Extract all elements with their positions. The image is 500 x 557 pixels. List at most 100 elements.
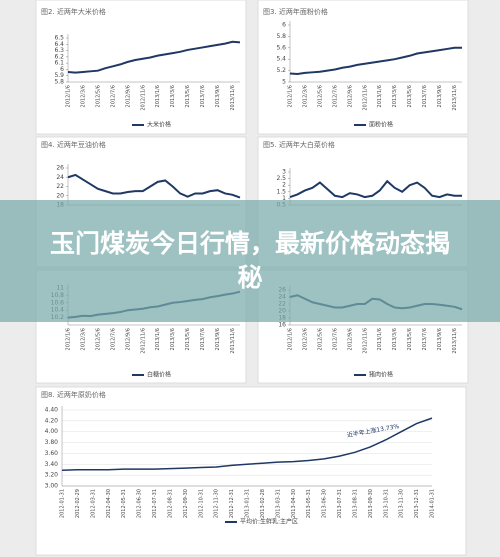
legend-label: 大米价格 (147, 121, 171, 129)
x-tick-label: 2012/9/6 (347, 328, 353, 350)
x-tick-label: 2013/3/6 (392, 85, 398, 107)
y-tick-label: 6.5 (54, 35, 64, 42)
x-tick-label: 2013-02-28 (260, 489, 266, 518)
x-tick-label: 2012-07-31 (152, 489, 158, 518)
x-tick-label: 2012/11/6 (362, 328, 368, 354)
y-tick-label: 6 (60, 66, 64, 73)
y-tick-label: 2.5 (276, 175, 286, 182)
chart-title: 图3. 近两年面粉价格 (263, 7, 328, 16)
x-tick-label: 2012-05-31 (121, 489, 127, 518)
legend-label: 平均价:生鲜乳:主产区 (240, 518, 298, 526)
x-tick-label: 2012/11/6 (140, 328, 146, 354)
chart-title: 图8. 近两年原奶价格 (41, 390, 106, 399)
x-tick-label: 2012/9/6 (125, 85, 131, 107)
x-tick-label: 2014-01-31 (430, 489, 436, 518)
x-tick-label: 2013/1/6 (155, 85, 161, 107)
x-tick-label: 2013-08-31 (352, 489, 358, 518)
x-tick-label: 2012/1/6 (288, 85, 294, 107)
y-tick-label: 5.8 (54, 79, 64, 86)
x-tick-label: 2013/7/6 (422, 85, 428, 107)
x-tick-label: 2013/1/6 (377, 328, 383, 350)
y-tick-label: 24 (56, 174, 64, 181)
y-tick-label: 3.00 (45, 483, 59, 490)
y-tick-label: 2 (282, 182, 286, 189)
x-tick-label: 2012-12-31 (229, 489, 235, 518)
x-tick-label: 2013/11/6 (452, 85, 458, 111)
legend-label: 猪肉价格 (369, 371, 393, 379)
x-tick-label: 2013-04-30 (291, 489, 297, 518)
x-tick-label: 2012-01-31 (60, 489, 66, 518)
x-tick-label: 2013-09-30 (368, 489, 374, 518)
x-tick-label: 2013-05-31 (306, 489, 312, 518)
x-tick-label: 2013/1/6 (377, 85, 383, 107)
headline: 玉门煤炭今日行情，最新价格动态揭秘 (49, 229, 450, 292)
y-tick-label: 4.20 (45, 417, 59, 424)
line-series (67, 40, 241, 74)
panel (35, 386, 467, 556)
x-tick-label: 2012-06-30 (137, 489, 143, 518)
x-tick-label: 2012/9/6 (347, 85, 353, 107)
x-tick-label: 2013-06-30 (322, 489, 328, 518)
x-tick-label: 2012/11/6 (362, 85, 368, 111)
y-tick-label: 6.1 (54, 60, 64, 67)
y-tick-label: 6.3 (54, 47, 64, 54)
x-tick-label: 2013/5/6 (185, 328, 191, 350)
x-tick-label: 2012-10-31 (198, 489, 204, 518)
x-tick-label: 2012/5/6 (95, 85, 101, 107)
x-tick-label: 2012/3/6 (80, 328, 86, 350)
x-tick-label: 2013/9/6 (437, 328, 443, 350)
x-tick-label: 2013/11/6 (230, 328, 236, 354)
x-tick-label: 2012-09-30 (183, 489, 189, 518)
x-tick-label: 2013-10-31 (383, 489, 389, 518)
y-tick-label: 6.2 (54, 53, 64, 60)
x-tick-label: 2012/1/6 (66, 85, 72, 107)
y-tick-label: 26 (56, 165, 64, 172)
x-tick-label: 2012/7/6 (110, 85, 116, 107)
y-tick-label: 1 (282, 195, 286, 202)
x-tick-label: 2013/5/6 (407, 328, 413, 350)
x-tick-label: 2013-12-31 (414, 489, 420, 518)
x-tick-label: 2013/11/6 (452, 328, 458, 354)
panel (35, 0, 247, 135)
y-tick-label: 3 (282, 169, 286, 176)
headline-banner: 玉门煤炭今日行情，最新价格动态揭秘 (0, 200, 500, 322)
x-tick-label: 2012/1/6 (66, 328, 72, 350)
chart-title: 图4. 近两年豆油价格 (41, 140, 106, 149)
y-tick-label: 16 (278, 322, 286, 329)
panel (257, 0, 469, 135)
line-series (61, 417, 433, 472)
x-tick-label: 2012-04-30 (106, 489, 112, 518)
chart-title: 图5. 近两年大白菜价格 (263, 140, 335, 149)
y-tick-label: 4.00 (45, 428, 59, 435)
x-tick-label: 2013/9/6 (437, 85, 443, 107)
x-tick-label: 2012/7/6 (332, 85, 338, 107)
x-tick-label: 2012/1/6 (288, 328, 294, 350)
y-tick-label: 4.40 (45, 407, 59, 414)
x-tick-label: 2013/11/6 (230, 85, 236, 111)
x-tick-label: 2012/3/6 (302, 328, 308, 350)
x-tick-label: 2012/3/6 (80, 85, 86, 107)
chart-title: 图2. 近两年大米价格 (41, 7, 106, 16)
x-tick-label: 2012/3/6 (302, 85, 308, 107)
x-tick-label: 2013/3/6 (392, 328, 398, 350)
x-tick-label: 2012-02-29 (75, 489, 81, 518)
x-tick-label: 2013-11-30 (399, 489, 405, 518)
x-tick-label: 2012/7/6 (332, 328, 338, 350)
legend-label: 面粉价格 (369, 121, 393, 129)
x-tick-label: 2013/7/6 (422, 328, 428, 350)
x-tick-label: 2013-01-31 (245, 489, 251, 518)
legend-label: 白糖价格 (147, 371, 171, 379)
x-tick-label: 2012/7/6 (110, 328, 116, 350)
y-tick-label: 5.4 (276, 56, 286, 63)
y-tick-label: 22 (56, 183, 64, 190)
y-tick-label: 5.6 (276, 44, 286, 51)
x-tick-label: 2013/9/6 (215, 328, 221, 350)
line-series (67, 173, 241, 199)
y-tick-label: 3.40 (45, 461, 59, 468)
y-tick-label: 3.80 (45, 439, 59, 446)
y-tick-label: 5.8 (276, 33, 286, 40)
y-tick-label: 5.9 (54, 72, 64, 79)
x-tick-label: 2012-03-31 (90, 489, 96, 518)
x-tick-label: 2013/9/6 (215, 85, 221, 107)
